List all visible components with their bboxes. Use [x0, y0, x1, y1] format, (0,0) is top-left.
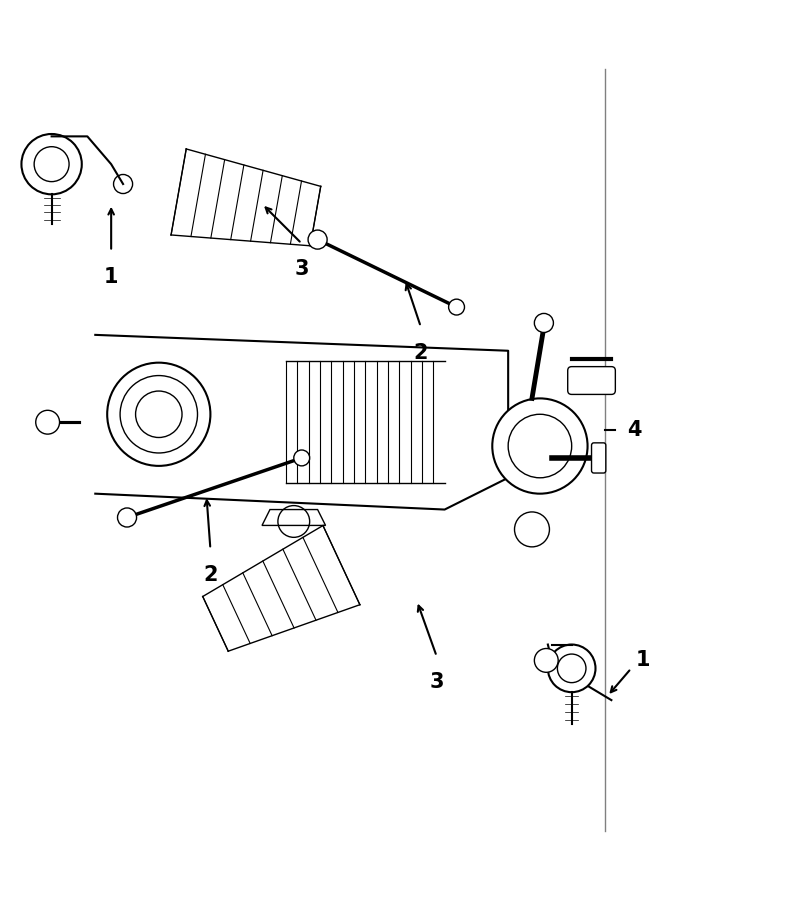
Circle shape: [548, 644, 596, 692]
Circle shape: [36, 410, 60, 434]
Text: 3: 3: [295, 259, 309, 279]
Circle shape: [492, 399, 588, 494]
FancyBboxPatch shape: [568, 366, 615, 394]
Circle shape: [534, 313, 553, 332]
Polygon shape: [95, 335, 508, 509]
Polygon shape: [262, 509, 326, 526]
Circle shape: [515, 512, 549, 547]
Circle shape: [294, 450, 310, 466]
Text: 1: 1: [104, 267, 118, 287]
Text: 3: 3: [430, 672, 444, 692]
Circle shape: [308, 230, 327, 249]
Text: 2: 2: [414, 343, 428, 363]
Circle shape: [107, 363, 210, 466]
Text: 1: 1: [635, 651, 649, 670]
Text: 2: 2: [203, 565, 218, 585]
Text: 4: 4: [627, 420, 642, 440]
Circle shape: [449, 299, 464, 315]
FancyBboxPatch shape: [592, 443, 606, 473]
Circle shape: [118, 508, 137, 527]
Circle shape: [534, 649, 558, 672]
